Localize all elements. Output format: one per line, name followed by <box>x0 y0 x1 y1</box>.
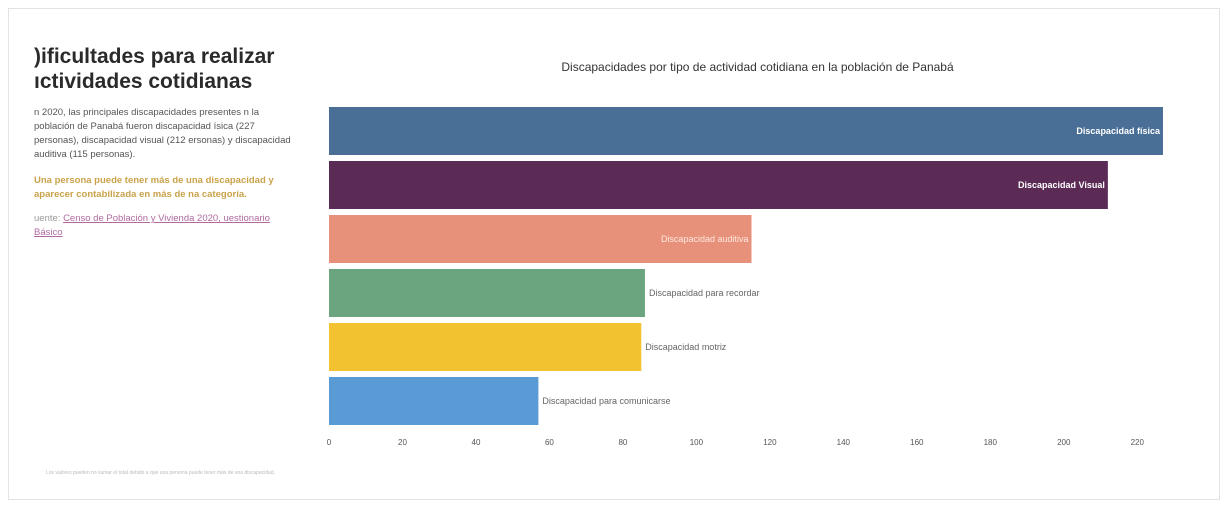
note-text: Una persona puede tener más de una disca… <box>34 175 274 200</box>
x-tick-label: 0 <box>327 438 332 447</box>
bar-discapacidad-auditiva[interactable] <box>329 215 752 263</box>
bar-label-discapacidad-visual: Discapacidad Visual <box>1018 180 1105 190</box>
x-tick-label: 120 <box>763 438 777 447</box>
source-prefix: uente: <box>34 213 61 224</box>
bar-chart: Discapacidad física Discapacidad Visual Di… <box>327 107 1163 447</box>
description-text: n 2020, las principales discapacidades p… <box>34 107 291 160</box>
bar-label-discapacidad-motriz: Discapacidad motriz <box>645 342 727 352</box>
bar-discapacidad-visual[interactable] <box>329 161 1108 209</box>
x-tick-label: 20 <box>398 438 407 447</box>
chart-title: Discapacidades por tipo de actividad cot… <box>561 60 954 74</box>
bar-label-discapacidad-fisica: Discapacidad física <box>1076 126 1161 136</box>
x-tick-label: 180 <box>984 438 998 447</box>
x-tick-label: 160 <box>910 438 924 447</box>
bar-discapacidad-fisica[interactable] <box>329 107 1163 155</box>
section-title: )ificultades para realizar ıctividades c… <box>34 45 275 93</box>
x-tick-label: 100 <box>690 438 704 447</box>
bar-label-discapacidad-para-recordar: Discapacidad para recordar <box>649 288 760 298</box>
x-tick-label: 220 <box>1131 438 1145 447</box>
bar-label-discapacidad-auditiva: Discapacidad auditiva <box>661 234 749 244</box>
x-tick-label: 40 <box>472 438 481 447</box>
footnote-text: Los valores pueden no sumar el total deb… <box>46 470 276 476</box>
x-tick-label: 80 <box>618 438 627 447</box>
text-panel: )ificultades para realizar ıctividades c… <box>34 44 296 240</box>
x-tick-label: 60 <box>545 438 554 447</box>
x-tick-label: 200 <box>1057 438 1071 447</box>
bar-discapacidad-motriz[interactable] <box>329 323 642 371</box>
bar-discapacidad-para-comunicarse[interactable] <box>329 377 539 425</box>
source-link[interactable]: Censo de Población y Vivienda 2020, uest… <box>34 213 270 238</box>
source-line: uente: Censo de Población y Vivienda 202… <box>34 212 296 240</box>
bar-label-discapacidad-para-comunicarse: Discapacidad para comunicarse <box>542 396 670 406</box>
x-tick-label: 140 <box>837 438 851 447</box>
bar-discapacidad-para-recordar[interactable] <box>329 269 645 317</box>
